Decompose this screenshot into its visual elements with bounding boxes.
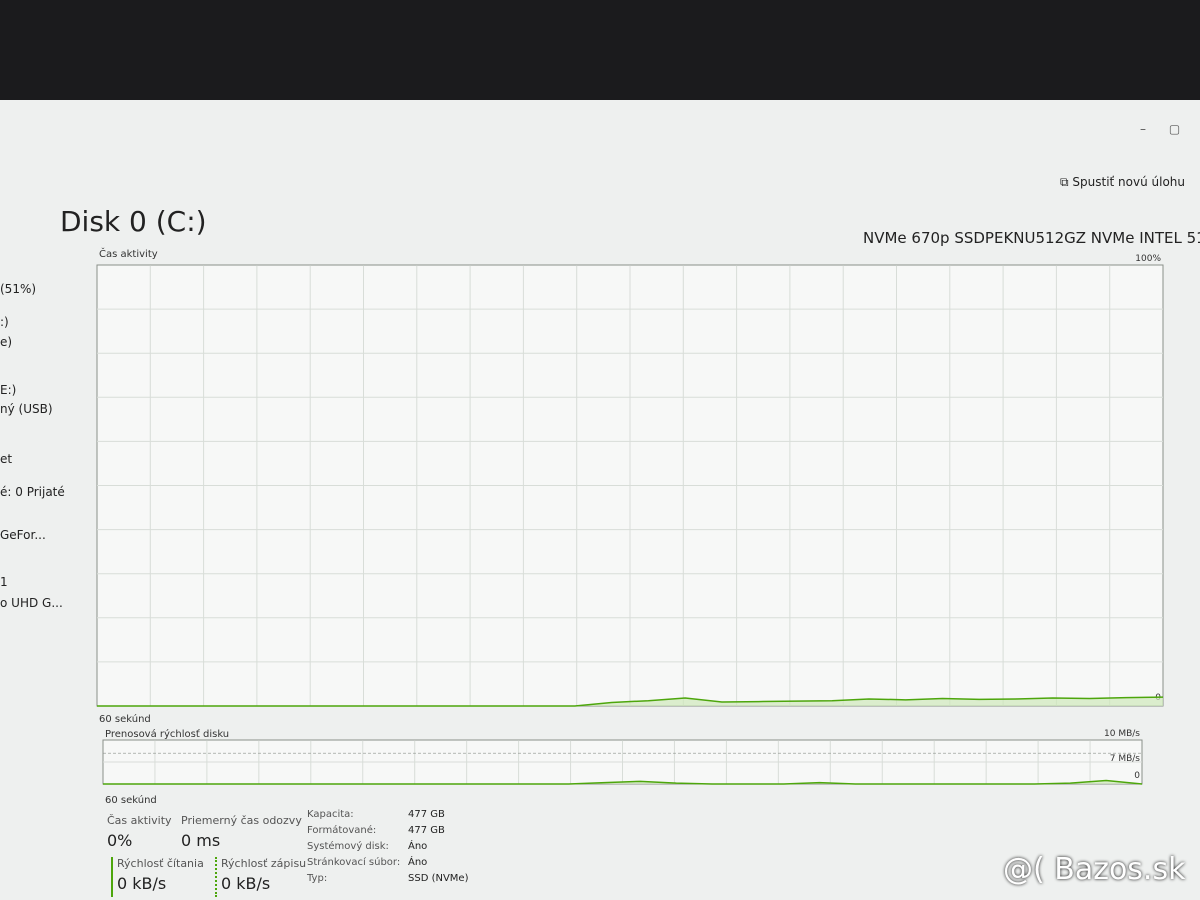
sidebar-item: é: 0 Prijaté xyxy=(0,485,65,499)
stat-label: Rýchlosť zápisu xyxy=(221,857,307,870)
property-value: 477 GB xyxy=(408,809,445,820)
property-label: Stránkovací súbor: xyxy=(307,857,401,868)
sidebar-item: :) xyxy=(0,315,9,329)
new-task-label: Spustiť novú úlohu xyxy=(1072,175,1186,189)
property-label: Typ: xyxy=(307,873,328,884)
property-value: Áno xyxy=(408,857,428,868)
stat-value: 0% xyxy=(107,831,133,850)
property-label: Systémový disk: xyxy=(307,841,389,852)
sidebar-item: et xyxy=(0,452,13,466)
new-task-button[interactable]: ⧉ Spustiť novú úlohu xyxy=(1060,175,1186,189)
sidebar-item: GeFor... xyxy=(0,528,46,542)
stat-value: 0 kB/s xyxy=(221,874,271,893)
task-manager-window: ⧉ Spustiť novú úlohu – ▢ (51%):) e) E:) ný … xyxy=(0,100,1200,900)
y-tick-label: 7 MB/s xyxy=(1110,754,1141,764)
disk-title: Disk 0 (C:) xyxy=(60,205,207,238)
sidebar-item: ný (USB) xyxy=(0,402,53,416)
graph-time-label: 60 sekúnd xyxy=(105,794,157,806)
sidebar-item: o UHD G... xyxy=(0,596,63,610)
stat-label: Rýchlosť čítania xyxy=(117,857,204,870)
y-tick-label: 10 MB/s xyxy=(1104,729,1140,739)
stat-value: 0 ms xyxy=(181,831,221,850)
stat-label: Priemerný čas odozvy xyxy=(181,814,302,827)
sidebar-item: E:) xyxy=(0,383,17,397)
graph-area xyxy=(97,697,1163,706)
graph-time-label: 60 sekúnd xyxy=(99,713,151,725)
disk-model: NVMe 670p SSDPEKNU512GZ NVMe INTEL 512GB xyxy=(863,229,1200,247)
stat-marker xyxy=(111,857,113,897)
property-value: 477 GB xyxy=(408,825,445,836)
property-label: Formátované: xyxy=(307,825,377,836)
stat-marker xyxy=(215,857,217,897)
graph-label: Prenosová rýchlosť disku xyxy=(105,728,229,740)
sidebar-item: (51%) xyxy=(0,282,37,296)
stat-label: Čas aktivity xyxy=(107,814,172,827)
property-label: Kapacita: xyxy=(307,809,354,820)
window-controls[interactable]: – ▢ xyxy=(1140,122,1181,136)
property-value: Áno xyxy=(408,841,428,852)
y-tick-label: 100% xyxy=(1135,254,1161,264)
stat-value: 0 kB/s xyxy=(117,874,167,893)
graph-label: Čas aktivity xyxy=(99,247,158,260)
graphs: Čas aktivity 60 sekúnd 100% 0 Prenosová rých… xyxy=(96,247,1164,806)
property-value: SSD (NVMe) xyxy=(408,873,469,884)
sidebar-item: 1 xyxy=(0,575,8,589)
sidebar-item: e) xyxy=(0,335,13,349)
graph-line xyxy=(103,779,1143,785)
y-tick-label: 0 xyxy=(1134,771,1140,781)
graph-line xyxy=(97,696,1164,707)
watermark: @( Bazos.sk xyxy=(1003,852,1186,887)
